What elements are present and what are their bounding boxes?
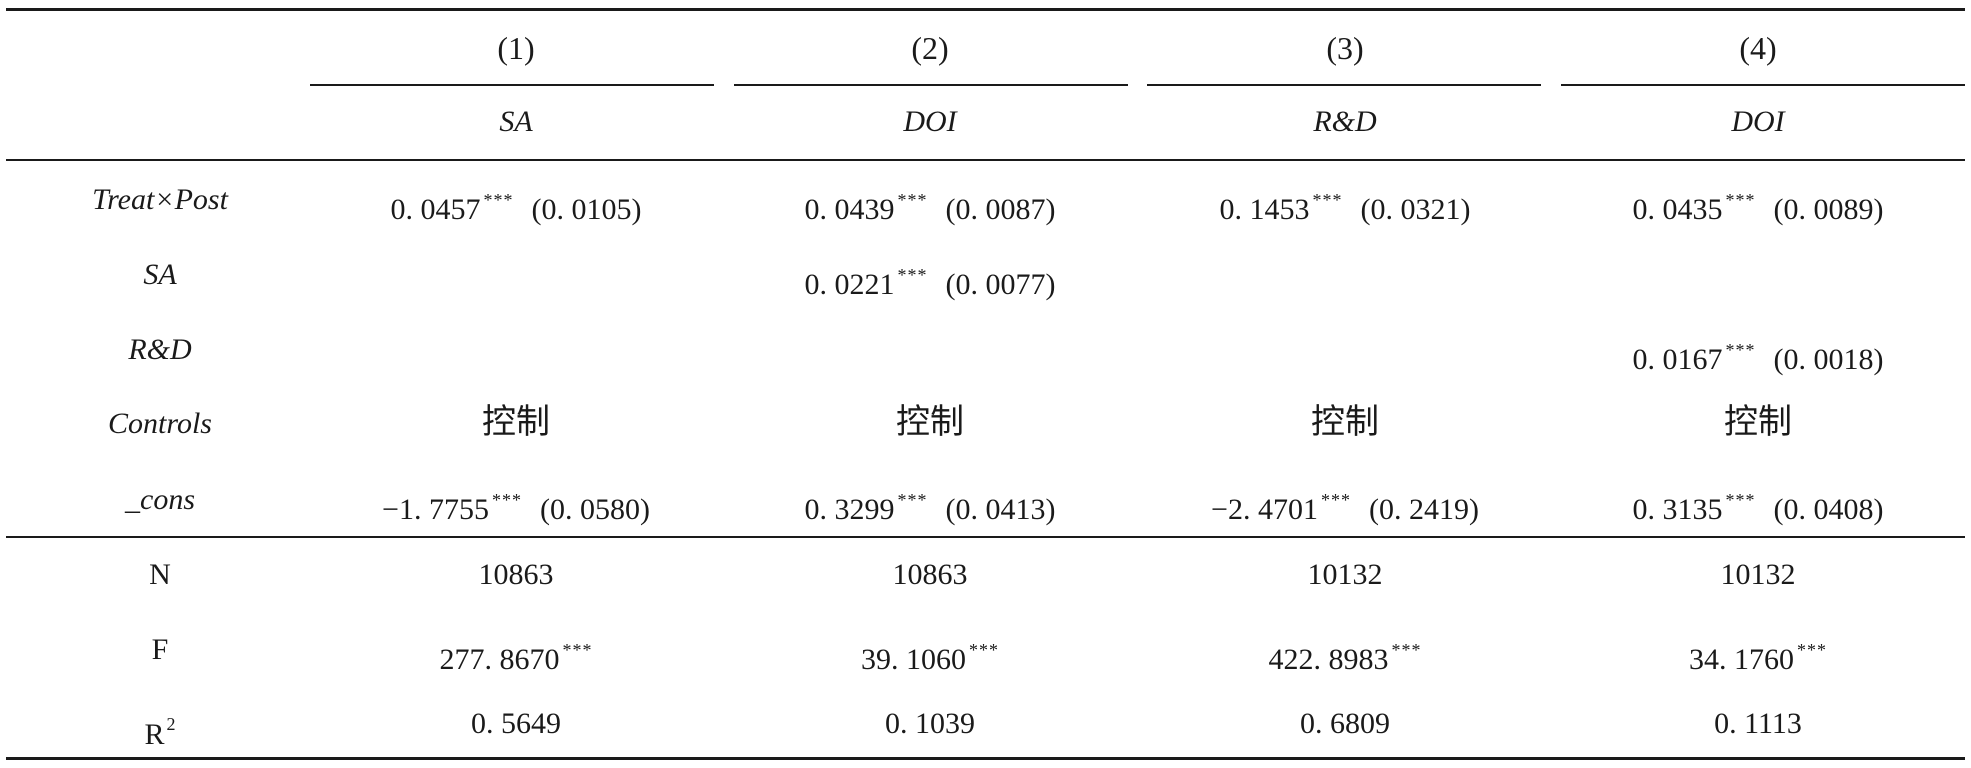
stat-cell: 277. 8670 *** xyxy=(440,630,593,680)
standard-error: (0. 0408) xyxy=(1773,493,1884,526)
controls-cell: 控制 xyxy=(1311,402,1379,442)
coef-value: 0. 3299 xyxy=(804,493,895,526)
top-rule xyxy=(6,8,1965,11)
standard-error: (0. 0018) xyxy=(1773,343,1884,376)
row-label-controls: Controls xyxy=(108,407,212,440)
controls-cell: 控制 xyxy=(1724,402,1792,442)
stat-value: 10132 xyxy=(1720,558,1796,591)
coef-cell: 0. 0435 *** (0. 0089) xyxy=(1633,180,1884,230)
column-number-2: (2) xyxy=(911,30,949,66)
coef-value: 0. 0439 xyxy=(804,193,895,226)
significance-stars: *** xyxy=(897,490,928,510)
significance-stars: *** xyxy=(969,640,999,660)
dep-var-4: DOI xyxy=(1731,105,1785,138)
stat-label-r: R xyxy=(144,718,165,751)
significance-stars: *** xyxy=(483,190,514,210)
significance-stars: *** xyxy=(1797,640,1827,660)
stat-value: 0. 6809 xyxy=(1300,707,1390,740)
significance-stars: *** xyxy=(1320,490,1351,510)
significance-stars: *** xyxy=(491,490,522,510)
significance-stars: *** xyxy=(897,190,928,210)
row-label-rd: R&D xyxy=(128,333,192,366)
standard-error: (0. 0087) xyxy=(945,193,1056,226)
coef-value: 0. 0435 xyxy=(1632,193,1723,226)
stat-label-n: N xyxy=(149,558,171,591)
controls-cell: 控制 xyxy=(896,402,964,442)
standard-error: (0. 0580) xyxy=(539,493,650,526)
coef-value: 0. 0457 xyxy=(390,193,481,226)
significance-stars: *** xyxy=(1391,640,1422,660)
controls-cell: 控制 xyxy=(482,402,550,442)
stat-cell: 39. 1060 *** xyxy=(861,630,999,680)
header-bottom-rule xyxy=(6,159,1965,161)
coef-value: −1. 7755 xyxy=(382,493,489,526)
dep-var-1: SA xyxy=(499,105,533,138)
standard-error: (0. 0089) xyxy=(1773,193,1884,226)
stat-value: 0. 5649 xyxy=(471,707,561,740)
standard-error: (0. 0413) xyxy=(945,493,1056,526)
col4-header-rule xyxy=(1561,84,1965,86)
stat-cell: 34. 1760 *** xyxy=(1689,630,1827,680)
stats-top-rule xyxy=(6,536,1965,538)
column-number-4: (4) xyxy=(1739,30,1777,66)
standard-error: (0. 2419) xyxy=(1368,493,1479,526)
standard-error: (0. 0077) xyxy=(945,268,1056,301)
stat-value: 422. 8983 xyxy=(1268,643,1389,676)
coef-cell: −1. 7755 *** (0. 0580) xyxy=(382,480,650,530)
dep-var-2: DOI xyxy=(903,105,957,138)
significance-stars: *** xyxy=(1725,340,1756,360)
col1-header-rule xyxy=(310,84,714,86)
row-label-treat-post: Treat×Post xyxy=(92,183,228,216)
coef-value: 0. 1453 xyxy=(1219,193,1310,226)
stat-value: 34. 1760 xyxy=(1689,643,1794,676)
coef-value: 0. 3135 xyxy=(1632,493,1723,526)
coef-cell: 0. 0439 *** (0. 0087) xyxy=(805,180,1056,230)
stat-value: 10863 xyxy=(892,558,968,591)
coef-cell: 0. 0167 *** (0. 0018) xyxy=(1633,330,1884,380)
significance-stars: *** xyxy=(562,640,593,660)
stat-cell: 422. 8983 *** xyxy=(1269,630,1422,680)
significance-stars: *** xyxy=(897,265,928,285)
stat-value: 0. 1039 xyxy=(885,707,975,740)
coef-value: 0. 0167 xyxy=(1632,343,1723,376)
row-label-sa: SA xyxy=(143,258,177,291)
coef-value: −2. 4701 xyxy=(1211,493,1318,526)
standard-error: (0. 0105) xyxy=(531,193,642,226)
stat-label-superscript: 2 xyxy=(166,714,176,734)
coef-cell: −2. 4701 *** (0. 2419) xyxy=(1211,480,1479,530)
stat-label-f: F xyxy=(151,633,169,666)
coef-cell: 0. 3135 *** (0. 0408) xyxy=(1633,480,1884,530)
significance-stars: *** xyxy=(1312,190,1343,210)
significance-stars: *** xyxy=(1725,190,1756,210)
stat-value: 277. 8670 xyxy=(439,643,560,676)
col3-header-rule xyxy=(1147,84,1541,86)
coef-cell: 0. 0457 *** (0. 0105) xyxy=(391,180,642,230)
coef-cell: 0. 0221 *** (0. 0077) xyxy=(805,255,1056,305)
column-number-3: (3) xyxy=(1326,30,1364,66)
significance-stars: *** xyxy=(1725,490,1756,510)
stat-value: 10863 xyxy=(478,558,554,591)
stat-value: 10132 xyxy=(1307,558,1383,591)
dep-var-3: R&D xyxy=(1313,105,1377,138)
standard-error: (0. 0321) xyxy=(1360,193,1471,226)
bottom-rule xyxy=(6,757,1965,760)
col2-header-rule xyxy=(734,84,1128,86)
coef-cell: 0. 1453 *** (0. 0321) xyxy=(1220,180,1471,230)
coef-cell: 0. 3299 *** (0. 0413) xyxy=(805,480,1056,530)
stat-value: 0. 1113 xyxy=(1714,707,1802,740)
row-label-cons: _cons xyxy=(125,483,195,516)
coef-value: 0. 0221 xyxy=(804,268,895,301)
column-number-1: (1) xyxy=(497,30,535,66)
stat-value: 39. 1060 xyxy=(861,643,966,676)
